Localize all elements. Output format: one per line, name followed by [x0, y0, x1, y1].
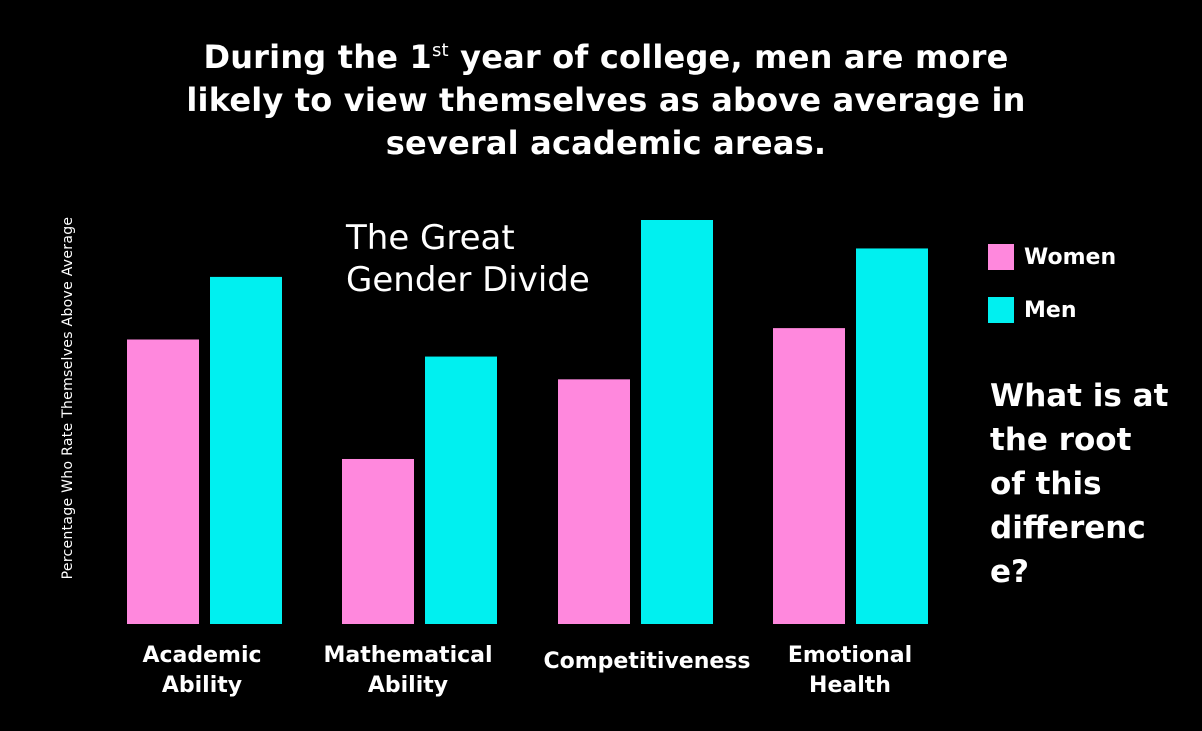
legend-item-men: Men	[988, 293, 1116, 327]
overlay-line-1: The Great	[346, 218, 515, 258]
bar-women-mathematical-ability	[342, 458, 414, 624]
bar-men-mathematical-ability	[425, 356, 497, 624]
slide-title: During the 1st year of college, men are …	[150, 36, 1062, 165]
title-part1: During the 1	[203, 38, 432, 76]
x-tick-label-mathematical-ability: Mathematical Ability	[323, 643, 493, 698]
title-part2: year of college, men are more likely to …	[186, 38, 1026, 162]
legend-swatch-men	[988, 297, 1014, 323]
bar-women-emotional-health	[773, 328, 845, 624]
chart-overlay-text: The Great Gender Divide	[346, 217, 590, 301]
bar-men-emotional-health	[856, 248, 928, 625]
question-text: What is at the root of this differenc e?	[990, 378, 1169, 590]
x-tick-label-emotional-health: Emotional Health	[787, 643, 913, 698]
legend-swatch-women	[988, 244, 1014, 270]
bar-women-academic-ability	[127, 339, 199, 624]
x-tick-label-academic-ability: Academic Ability	[142, 643, 262, 698]
legend-item-women: Women	[988, 240, 1116, 274]
bar-men-academic-ability	[210, 276, 282, 624]
bar-women-competitiveness	[558, 379, 630, 624]
legend-label-men: Men	[1024, 297, 1077, 323]
legend: Women Men	[988, 240, 1116, 346]
legend-label-women: Women	[1024, 244, 1117, 270]
overlay-line-2: Gender Divide	[346, 260, 590, 300]
x-tick-label-competitiveness: Competitiveness	[543, 649, 751, 674]
bar-men-competitiveness	[641, 220, 713, 624]
title-superscript: st	[431, 40, 449, 61]
